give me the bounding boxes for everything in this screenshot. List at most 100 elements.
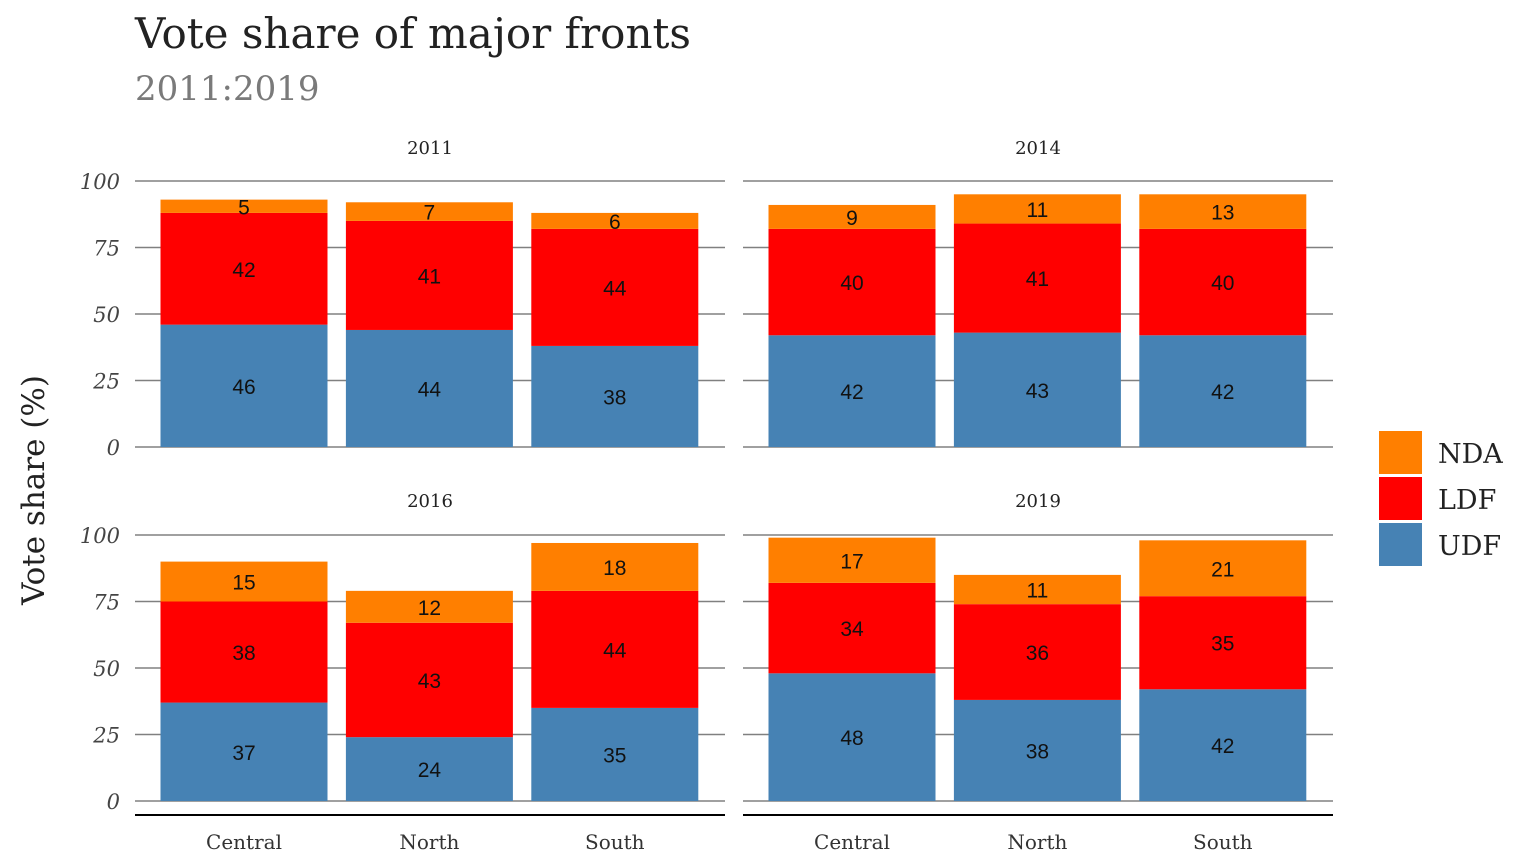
legend-swatch-udf [1379,523,1422,566]
bar-value-label: 34 [840,618,864,641]
facet-panel-2011: 2011 0 25 50 75 100 46 42 5 44 41 7 38 44 6 [80,138,725,460]
bar-value-label: 35 [603,744,626,767]
y-tick-label: 0 [107,436,120,460]
facet-label: 2019 [1015,491,1061,512]
bar-value-label: 6 [609,211,621,234]
bar-segment-nda-central [160,199,328,213]
bar-value-label: 42 [1211,381,1234,404]
facet-label: 2011 [407,138,453,159]
y-tick-label: 25 [92,370,120,394]
bar-value-label: 40 [840,272,863,295]
bar-segment-ldf-south [1139,596,1307,690]
bar-value-label: 38 [232,642,255,665]
y-tick-label: 50 [93,657,120,681]
bar-value-label: 36 [1026,642,1049,665]
bar-segment-udf-central [160,324,328,447]
bar-segment-nda-north [345,590,513,623]
chart-subtitle: 2011:2019 [135,69,320,109]
bar-segment-nda-north [953,194,1121,224]
bar-value-label: 21 [1211,558,1234,581]
facet-panel-2019: 2019 48 34 17 38 36 11 42 35 21 Central North South [743,491,1333,854]
legend: NDA LDF UDF [1379,431,1503,566]
facet-panels: 2011 0 25 50 75 100 46 42 5 44 41 7 38 44 6 2014 42 40 9 43… [80,138,1333,854]
facet-label: 2016 [407,491,453,512]
facet-label: 2014 [1015,138,1061,159]
x-tick-label: North [399,830,459,854]
bar-segment-nda-south [1139,194,1307,229]
bar-segment-udf-central [160,702,328,801]
y-axis-title: Vote share (%) [16,375,52,606]
bar-segment-udf-north [953,332,1121,447]
bar-value-label: 41 [418,265,441,288]
bar-segment-ldf-north [953,223,1121,333]
bar-value-label: 44 [418,378,442,401]
bar-segment-ldf-central [160,601,328,703]
bar-value-label: 9 [846,207,858,230]
legend-swatch-ldf [1379,477,1422,520]
bar-value-label: 44 [603,639,627,662]
bar-segment-ldf-south [531,590,699,708]
x-tick-label: South [585,830,645,854]
bar-segment-udf-south [531,345,699,447]
y-tick-label: 75 [93,237,120,261]
bar-value-label: 35 [1211,633,1234,656]
bar-segment-nda-central [768,537,936,583]
bar-value-label: 42 [232,259,255,282]
x-tick-label: Central [814,830,890,854]
bar-value-label: 46 [232,376,255,399]
bar-value-label: 12 [418,597,441,620]
bar-value-label: 40 [1211,272,1234,295]
bar-value-label: 18 [603,557,626,580]
legend-label-ldf: LDF [1438,485,1496,516]
facet-panel-2016: 2016 0 25 50 75 100 37 38 15 24 43 12 35 44 18 Central N… [80,491,725,854]
bar-segment-ldf-south [531,228,699,346]
bar-segment-ldf-central [160,212,328,325]
bar-segment-udf-south [1139,689,1307,801]
bar-segment-nda-south [531,212,699,229]
bar-segment-udf-north [953,699,1121,801]
bar-segment-udf-south [1139,335,1307,447]
bar-segment-udf-north [345,737,513,801]
bar-segment-nda-central [768,204,936,229]
bar-segment-ldf-north [345,220,513,330]
bar-value-label: 41 [1026,268,1049,291]
bar-value-label: 42 [840,381,863,404]
bar-segment-nda-north [953,574,1121,605]
legend-label-nda: NDA [1438,439,1503,470]
y-tick-label: 0 [107,790,120,814]
bar-value-label: 37 [232,742,255,765]
bar-value-label: 7 [424,202,436,225]
y-tick-label: 25 [92,724,120,748]
y-tick-label: 50 [93,303,120,327]
facet-panel-2014: 2014 42 40 9 43 41 11 42 40 13 [743,138,1333,448]
legend-label-udf: UDF [1438,531,1501,562]
x-tick-label: Central [206,830,282,854]
y-tick-label: 100 [80,170,120,194]
bar-value-label: 5 [238,196,250,219]
bar-segment-nda-north [345,202,513,221]
bar-segment-ldf-north [953,604,1121,700]
legend-swatch-nda [1379,431,1422,474]
bar-segment-nda-south [531,542,699,591]
bar-segment-udf-north [345,329,513,447]
x-tick-label: North [1007,830,1067,854]
bar-segment-nda-south [1139,540,1307,597]
bar-segment-ldf-south [1139,228,1307,336]
bar-segment-ldf-central [768,582,936,674]
bar-value-label: 38 [1026,740,1049,763]
bar-value-label: 13 [1211,202,1234,225]
bar-value-label: 11 [1026,199,1048,222]
bar-segment-udf-central [768,673,936,801]
bar-value-label: 24 [418,759,442,782]
bar-segment-udf-central [768,335,936,447]
bar-segment-udf-south [531,707,699,801]
bar-value-label: 48 [840,727,863,750]
bar-value-label: 11 [1026,580,1048,603]
bar-segment-ldf-central [768,228,936,336]
y-tick-label: 75 [93,591,120,615]
x-tick-label: South [1193,830,1253,854]
bar-value-label: 44 [603,277,627,300]
bar-value-label: 43 [418,670,441,693]
